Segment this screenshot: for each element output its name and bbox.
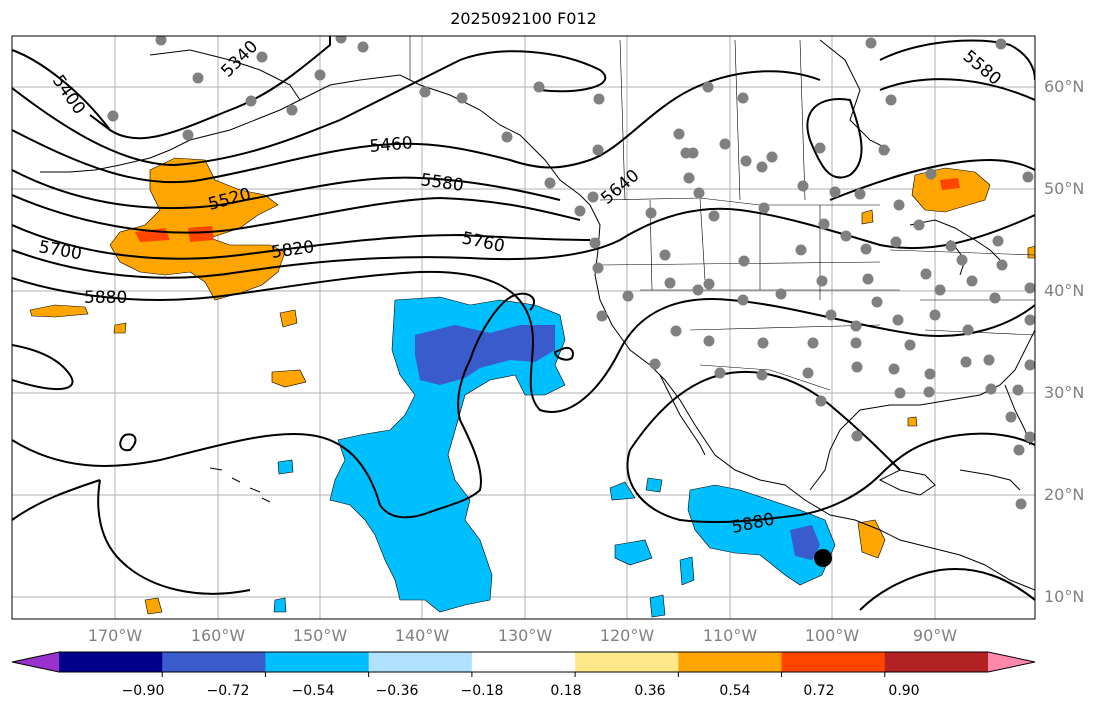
lon-label-130w: 130°W	[497, 626, 553, 645]
coastlines	[40, 39, 1035, 591]
lat-label-60n: 60°N	[1044, 77, 1085, 96]
colorbar-segment	[59, 652, 163, 672]
colorbar-segment	[265, 652, 370, 672]
colorbar-segment	[575, 652, 679, 672]
lon-label-100w: 100°W	[804, 626, 860, 645]
lat-label-30n: 30°N	[1044, 383, 1085, 402]
lat-label-10n: 10°N	[1044, 587, 1085, 606]
colorbar-segment	[678, 652, 783, 672]
lat-label-40n: 40°N	[1044, 281, 1085, 300]
storm-center-marker	[814, 549, 832, 567]
colorbar-extend-max	[988, 652, 1035, 672]
lon-label-110w: 110°W	[702, 626, 758, 645]
colorbar-tick-label: −0.18	[460, 683, 504, 699]
lat-label-20n: 20°N	[1044, 485, 1085, 504]
colorbar-segment	[162, 652, 266, 672]
colorbar-tick-label: −0.54	[291, 683, 335, 699]
positive-shading	[29, 157, 1035, 615]
colorbar-tick-label: −0.36	[375, 683, 419, 699]
colorbar-tick-label: 0.90	[888, 683, 920, 699]
negative-shading	[273, 296, 836, 618]
colorbar-outline	[11, 651, 1036, 673]
contour-label: 5460	[369, 133, 414, 157]
map-frame	[11, 35, 1036, 620]
lon-label-120w: 120°W	[599, 626, 655, 645]
lon-label-90w: 90°W	[912, 626, 958, 645]
colorbar-tick-label: 0.18	[550, 683, 582, 699]
lon-label-140w: 140°W	[394, 626, 450, 645]
contour-label: 5880	[84, 288, 127, 308]
lon-label-150w: 150°W	[292, 626, 348, 645]
colorbar-tick-label: 0.36	[634, 683, 666, 699]
colorbar-tick-label: −0.90	[121, 683, 165, 699]
colorbar-tick-label: 0.54	[719, 683, 751, 699]
colorbar-extend-min	[12, 652, 59, 672]
colorbar-tick-label: −0.72	[206, 683, 250, 699]
colorbar-segment	[781, 652, 886, 672]
lon-label-170w: 170°W	[87, 626, 143, 645]
colorbar-tick-label: 0.72	[803, 683, 835, 699]
lat-label-50n: 50°N	[1044, 179, 1085, 198]
station-markers	[107, 36, 1035, 510]
colorbar-segment	[884, 652, 989, 672]
colorbar-segment	[471, 652, 576, 672]
map-title: 2025092100 F012	[450, 9, 597, 28]
colorbar-segment	[368, 652, 473, 672]
colorbar	[11, 651, 1036, 677]
lon-label-160w: 160°W	[190, 626, 246, 645]
